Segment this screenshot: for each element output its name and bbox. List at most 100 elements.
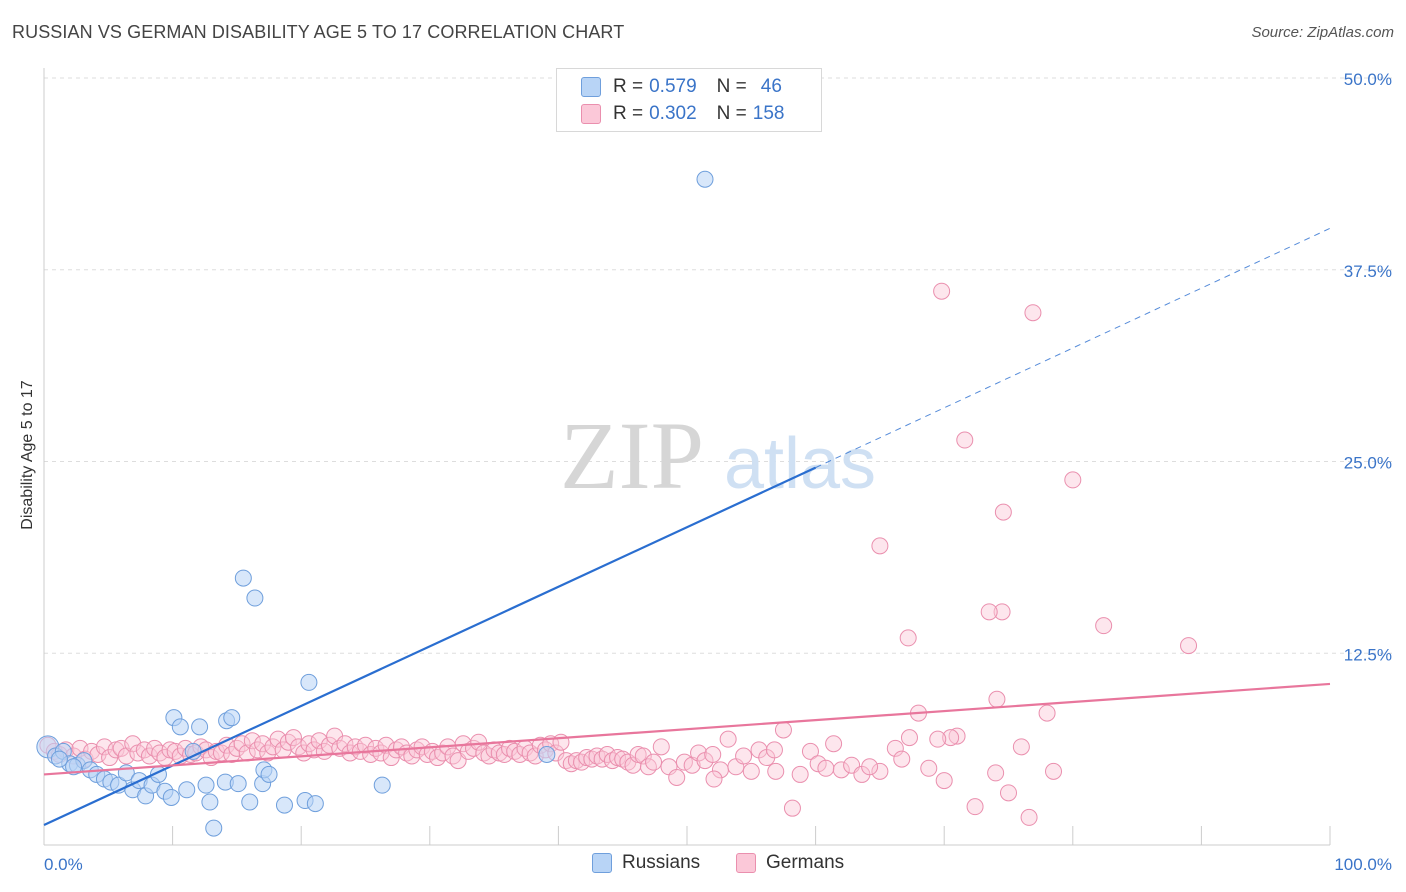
germans-point (942, 729, 960, 747)
y-tick-label: 12.5% (1344, 645, 1392, 664)
germans-point (284, 729, 302, 747)
correlation-legend: R = 0.579 N = 46 R = 0.302 N = 158 (556, 68, 822, 132)
germans-point (1024, 304, 1042, 322)
russians-point (306, 795, 324, 813)
germans-point (933, 282, 951, 300)
trend-lines (43, 227, 1331, 827)
series-swatch-russians (592, 853, 612, 873)
russians-point (223, 709, 241, 727)
x-tick-label: 0.0% (44, 855, 83, 874)
russians-point (696, 170, 714, 188)
x-tick-label: 100.0% (1334, 855, 1392, 874)
germans-point (704, 745, 722, 763)
tick-labels: 12.5% 25.0% 37.5% 50.0% 0.0% 100.0% (44, 70, 1392, 874)
germans-point (886, 739, 904, 757)
russians-point (171, 718, 189, 736)
legend-row-germans: R = 0.302 N = 158 (581, 102, 784, 126)
germans-point (1180, 637, 1198, 655)
series-legend-russians[interactable]: Russians (592, 852, 700, 874)
legend-swatch-germans (581, 104, 601, 124)
germans-point (1038, 704, 1056, 722)
russians-point (50, 750, 68, 768)
germans-point (1095, 617, 1113, 635)
germans-point (935, 772, 953, 790)
germans-point (705, 770, 723, 788)
russians-trend-extension (815, 227, 1331, 469)
germans-point (774, 721, 792, 739)
russians-point (260, 765, 278, 783)
germans-point (966, 798, 984, 816)
series-legend-germans[interactable]: Germans (736, 852, 844, 874)
legend-n-label: N = (716, 103, 747, 124)
legend-row-russians: R = 0.579 N = 46 (581, 75, 782, 99)
germans-point (719, 730, 737, 748)
series-swatch-germans (736, 853, 756, 873)
germans-point (254, 735, 272, 753)
germans-point (573, 753, 591, 771)
legend-r-label: R = (613, 103, 644, 124)
chart-title: RUSSIAN VS GERMAN DISABILITY AGE 5 TO 17… (12, 22, 625, 42)
russians-point (246, 589, 264, 607)
germans-point (832, 761, 850, 779)
germans-point (310, 732, 328, 750)
germans-point (1020, 808, 1038, 826)
watermark: ZIP atlas (560, 402, 876, 509)
russians-point (538, 745, 556, 763)
germans-point (228, 739, 246, 757)
germans-point (900, 729, 918, 747)
germans-point (871, 762, 889, 780)
germans-point (791, 765, 809, 783)
russians-point (178, 781, 196, 799)
y-tick-label: 50.0% (1344, 70, 1392, 89)
legend-n-label: N = (716, 76, 747, 97)
russians-point (65, 758, 83, 776)
germans-point (825, 735, 843, 753)
grid (44, 77, 1392, 654)
germans-series (39, 282, 1198, 826)
russians-series (36, 170, 714, 837)
germans-point (1064, 471, 1082, 489)
watermark-atlas: atlas (724, 424, 876, 504)
russians-point (275, 796, 293, 814)
series-label-russians: Russians (622, 852, 701, 873)
germans-point (987, 764, 1005, 782)
germans-point (1000, 784, 1017, 802)
germans-point (948, 727, 966, 745)
germans-point (444, 747, 462, 765)
germans-point (993, 603, 1011, 621)
germans-point (742, 762, 760, 780)
germans-point (956, 431, 974, 449)
germans-point (861, 758, 879, 776)
series-label-germans: Germans (766, 852, 845, 873)
germans-point (920, 759, 938, 777)
germans-point (475, 744, 493, 762)
germans-point (801, 742, 819, 760)
germans-point (899, 629, 917, 647)
axes (43, 68, 1331, 846)
y-tick-label: 37.5% (1344, 262, 1392, 281)
germans-trend-line (43, 682, 1331, 776)
germans-point (645, 753, 663, 771)
germans-point (817, 759, 835, 777)
germans-point (336, 735, 354, 753)
germans-point (583, 750, 601, 768)
germans-point (652, 738, 670, 756)
russians-point (197, 776, 215, 794)
russians-point (229, 775, 247, 793)
germans-point (634, 747, 652, 765)
germans-point (668, 769, 686, 787)
germans-point (614, 750, 632, 768)
legend-n-value-russians: 46 (760, 76, 782, 97)
legend-n-value-germans: 158 (752, 103, 785, 124)
russians-point (300, 673, 318, 691)
germans-point (765, 741, 783, 759)
germans-point (357, 736, 374, 754)
germans-point (501, 739, 519, 757)
germans-point (243, 732, 261, 750)
legend-swatch-russians (581, 77, 601, 97)
russians-point (162, 788, 180, 806)
germans-point (639, 758, 657, 776)
germans-point (735, 747, 753, 765)
legend-r-value-germans: 0.302 (649, 103, 697, 124)
